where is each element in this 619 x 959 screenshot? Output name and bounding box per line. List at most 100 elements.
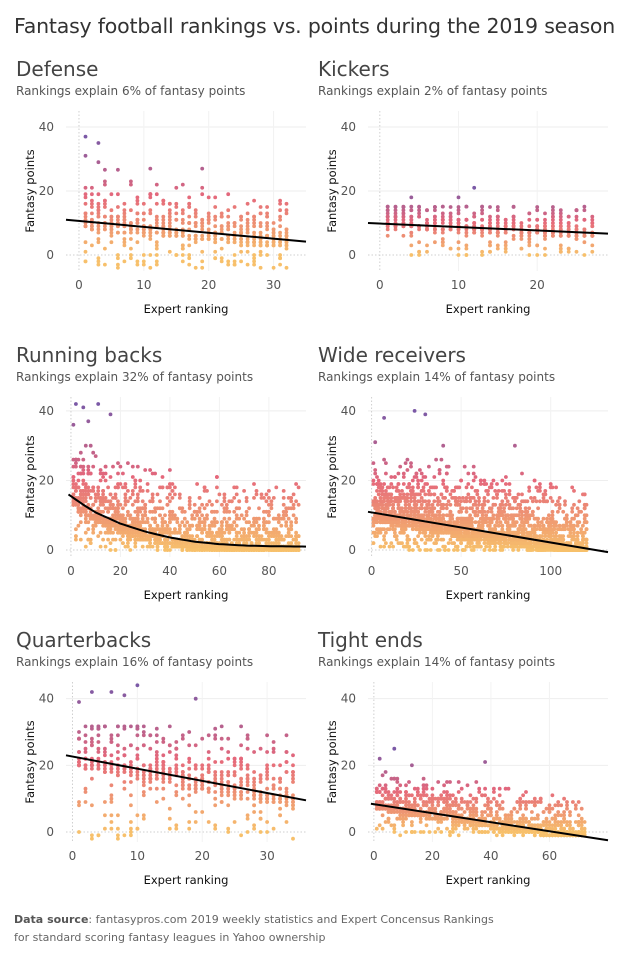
data-point bbox=[289, 496, 294, 500]
panel-subtitle: Rankings explain 16% of fantasy points bbox=[16, 655, 254, 669]
data-point bbox=[511, 205, 516, 209]
data-point bbox=[177, 492, 182, 497]
data-point bbox=[213, 237, 218, 241]
data-point bbox=[495, 496, 499, 500]
data-point bbox=[259, 492, 264, 497]
data-point bbox=[167, 217, 172, 222]
data-point bbox=[393, 509, 397, 514]
data-point bbox=[219, 246, 224, 251]
data-point bbox=[168, 527, 172, 532]
data-point bbox=[101, 537, 105, 542]
data-point bbox=[168, 492, 172, 497]
data-point bbox=[135, 513, 140, 518]
data-point bbox=[187, 201, 192, 206]
data-point bbox=[478, 482, 483, 486]
data-point bbox=[484, 482, 489, 486]
data-point bbox=[495, 243, 500, 248]
data-point bbox=[122, 753, 127, 758]
data-point bbox=[109, 227, 114, 232]
data-point bbox=[577, 499, 582, 504]
data-point bbox=[219, 214, 224, 219]
data-point bbox=[108, 475, 113, 479]
data-point bbox=[457, 496, 462, 500]
data-point bbox=[570, 509, 575, 514]
data-point bbox=[489, 482, 494, 486]
data-point bbox=[391, 502, 395, 507]
data-point bbox=[135, 259, 140, 264]
data-point bbox=[213, 214, 218, 219]
data-point bbox=[582, 217, 587, 222]
data-point bbox=[564, 523, 569, 528]
x-axis-label: Expert ranking bbox=[446, 588, 531, 602]
data-point bbox=[148, 766, 153, 771]
data-point bbox=[484, 513, 489, 518]
data-point bbox=[242, 527, 247, 532]
data-point bbox=[88, 537, 93, 542]
data-point bbox=[154, 800, 159, 804]
data-point bbox=[405, 499, 410, 504]
data-point bbox=[109, 766, 114, 771]
data-point bbox=[291, 502, 296, 507]
data-point bbox=[459, 478, 463, 483]
data-point bbox=[269, 506, 274, 511]
data-point bbox=[109, 826, 114, 831]
data-point bbox=[294, 537, 298, 542]
data-point bbox=[482, 502, 487, 507]
data-point bbox=[86, 520, 91, 525]
data-point bbox=[193, 237, 198, 241]
data-point bbox=[452, 489, 456, 493]
data-point bbox=[174, 233, 179, 238]
data-point bbox=[161, 214, 166, 219]
data-point bbox=[232, 237, 237, 241]
data-point bbox=[123, 482, 128, 486]
data-point bbox=[441, 482, 446, 486]
data-point bbox=[505, 499, 510, 504]
data-point bbox=[448, 221, 453, 225]
data-point bbox=[154, 192, 159, 197]
data-point bbox=[133, 485, 138, 490]
data-point bbox=[572, 534, 576, 538]
data-point bbox=[88, 471, 93, 476]
data-point bbox=[558, 246, 563, 251]
data-point bbox=[205, 502, 209, 507]
data-point bbox=[180, 233, 185, 238]
data-point bbox=[527, 506, 532, 511]
data-point bbox=[468, 513, 472, 518]
data-point bbox=[457, 485, 462, 490]
data-point bbox=[503, 224, 508, 229]
data-point bbox=[514, 520, 519, 525]
data-point bbox=[269, 499, 274, 504]
data-point bbox=[582, 492, 587, 497]
data-point bbox=[574, 214, 579, 219]
data-point bbox=[167, 208, 172, 213]
data-point bbox=[135, 756, 140, 761]
data-point bbox=[582, 204, 587, 209]
data-point bbox=[143, 513, 148, 518]
data-point bbox=[519, 233, 524, 238]
data-point bbox=[427, 534, 431, 538]
data-point bbox=[161, 763, 166, 768]
data-point bbox=[296, 541, 301, 545]
data-point bbox=[488, 224, 492, 229]
data-point bbox=[456, 240, 461, 245]
data-point bbox=[150, 492, 155, 497]
data-point bbox=[109, 224, 114, 229]
data-point bbox=[493, 523, 498, 528]
data-point bbox=[116, 813, 120, 818]
data-point bbox=[401, 475, 406, 479]
data-point bbox=[281, 489, 286, 493]
data-point bbox=[271, 230, 276, 235]
data-point bbox=[500, 478, 505, 483]
data-point bbox=[548, 496, 553, 500]
data-point bbox=[148, 211, 153, 216]
data-point bbox=[574, 249, 579, 254]
data-point bbox=[550, 516, 555, 521]
data-point bbox=[167, 766, 172, 771]
data-point bbox=[393, 204, 398, 209]
data-point bbox=[520, 509, 524, 514]
data-point bbox=[200, 265, 205, 270]
data-point bbox=[470, 485, 474, 490]
data-point bbox=[405, 457, 410, 462]
data-point bbox=[480, 204, 484, 209]
